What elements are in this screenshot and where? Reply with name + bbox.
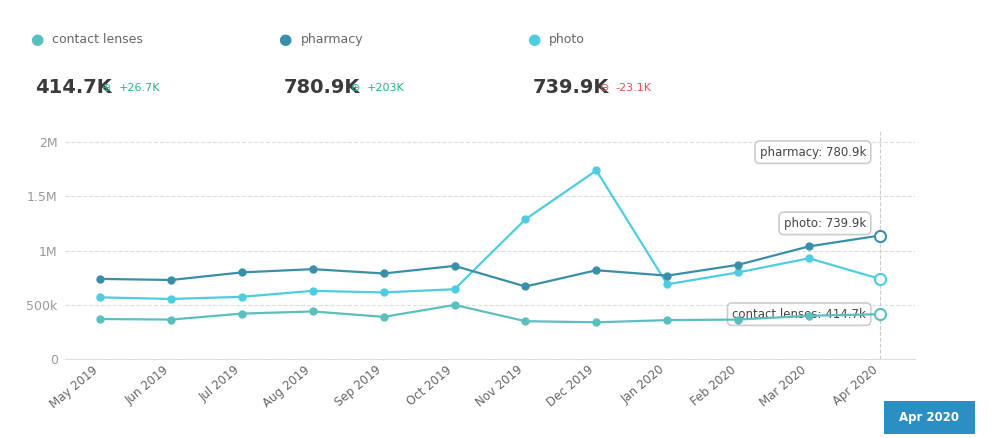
Text: +203K: +203K [367, 83, 405, 92]
Text: 414.7K: 414.7K [35, 78, 111, 97]
Text: photo: photo [549, 33, 584, 46]
Text: -23.1K: -23.1K [615, 83, 651, 92]
Text: 739.9K: 739.9K [532, 78, 608, 97]
Text: Apr 2020: Apr 2020 [899, 411, 958, 424]
Text: pharmacy: 780.9k: pharmacy: 780.9k [759, 146, 865, 159]
Text: photo: 739.9k: photo: 739.9k [783, 217, 865, 230]
Text: 780.9K: 780.9K [283, 78, 360, 97]
Text: ●: ● [278, 32, 291, 47]
Text: ⊕: ⊕ [102, 83, 111, 92]
Text: ⊖: ⊖ [599, 83, 608, 92]
Text: contact lenses: 414.7k: contact lenses: 414.7k [732, 307, 865, 321]
Text: contact lenses: contact lenses [52, 33, 142, 46]
Text: ●: ● [527, 32, 540, 47]
Text: +26.7K: +26.7K [118, 83, 160, 92]
Text: ⊕: ⊕ [351, 83, 360, 92]
Text: pharmacy: pharmacy [300, 33, 363, 46]
Text: ●: ● [30, 32, 43, 47]
